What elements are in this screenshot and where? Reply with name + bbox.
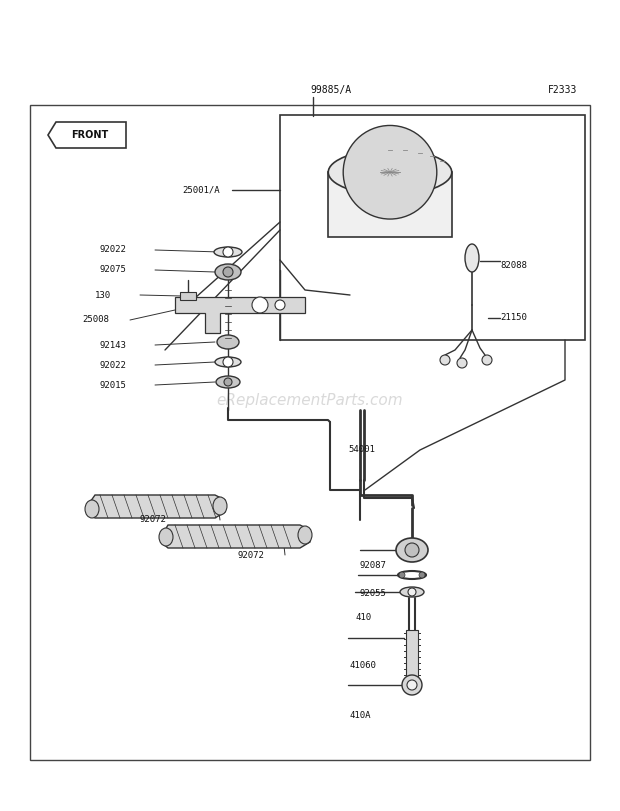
Ellipse shape	[400, 587, 424, 597]
Text: 41060: 41060	[350, 660, 377, 670]
Text: 92022: 92022	[100, 361, 127, 370]
Text: eReplacementParts.com: eReplacementParts.com	[216, 393, 404, 407]
Ellipse shape	[215, 264, 241, 280]
Circle shape	[223, 247, 233, 257]
Text: 92055: 92055	[360, 589, 387, 598]
Circle shape	[223, 357, 233, 367]
Text: FRONT: FRONT	[71, 130, 108, 140]
Text: 410A: 410A	[350, 710, 371, 719]
Text: 92075: 92075	[100, 265, 127, 274]
Circle shape	[343, 126, 437, 219]
Polygon shape	[328, 172, 452, 238]
Polygon shape	[88, 495, 225, 518]
Text: 25001/A: 25001/A	[182, 186, 219, 195]
Text: 92143: 92143	[100, 341, 127, 350]
Ellipse shape	[85, 500, 99, 518]
Circle shape	[223, 267, 233, 277]
Text: 92072: 92072	[238, 551, 265, 560]
Ellipse shape	[217, 335, 239, 349]
Ellipse shape	[215, 357, 241, 367]
Bar	[30, 105, 590, 760]
Ellipse shape	[328, 149, 452, 195]
Bar	[180, 292, 196, 300]
Ellipse shape	[465, 244, 479, 272]
Circle shape	[402, 675, 422, 695]
Text: 92022: 92022	[100, 246, 127, 255]
Circle shape	[275, 300, 285, 310]
Ellipse shape	[213, 497, 227, 515]
Circle shape	[405, 543, 419, 557]
Circle shape	[252, 297, 268, 313]
Ellipse shape	[159, 528, 173, 546]
Circle shape	[407, 680, 417, 690]
Circle shape	[224, 378, 232, 386]
Polygon shape	[162, 525, 310, 548]
Polygon shape	[48, 122, 126, 148]
Circle shape	[457, 358, 467, 368]
Text: F2333: F2333	[548, 85, 577, 95]
Polygon shape	[175, 297, 305, 333]
Text: 25008: 25008	[82, 315, 109, 324]
Text: 410: 410	[355, 613, 371, 623]
Ellipse shape	[216, 376, 240, 388]
Text: 92087: 92087	[360, 560, 387, 569]
Text: 82088: 82088	[500, 260, 527, 269]
Text: 130: 130	[95, 290, 111, 299]
Ellipse shape	[399, 572, 405, 578]
Ellipse shape	[398, 571, 426, 579]
Bar	[280, 115, 585, 340]
Text: 54001: 54001	[348, 445, 375, 454]
Ellipse shape	[214, 247, 242, 257]
Text: 92072: 92072	[140, 516, 167, 525]
Ellipse shape	[419, 572, 425, 578]
Text: 99885/A: 99885/A	[310, 85, 351, 95]
Circle shape	[482, 355, 492, 365]
Text: 21150: 21150	[500, 314, 527, 323]
Circle shape	[440, 355, 450, 365]
Bar	[406, 630, 418, 680]
Ellipse shape	[396, 538, 428, 562]
Ellipse shape	[298, 526, 312, 544]
Text: 92015: 92015	[100, 380, 127, 389]
Circle shape	[408, 588, 416, 596]
